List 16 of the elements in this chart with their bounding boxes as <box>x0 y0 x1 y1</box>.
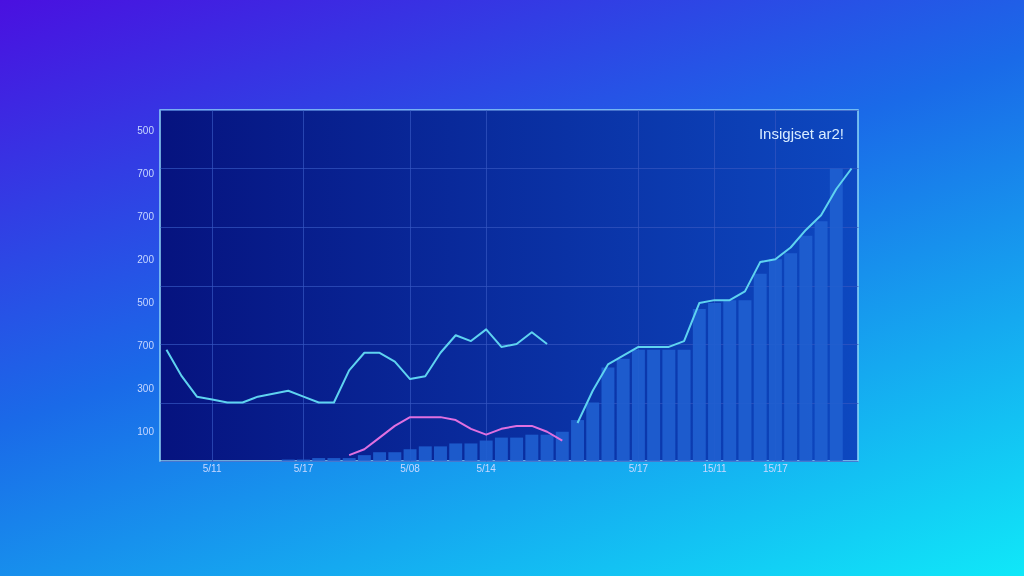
text: 700 <box>137 211 155 222</box>
text: 100 <box>137 426 155 437</box>
x-tick-label: 15/11 <box>702 462 728 474</box>
text: 200 <box>137 254 155 265</box>
text: 500 <box>137 125 155 136</box>
text: 300 <box>137 383 155 394</box>
x-tick-label: 5/14 <box>476 462 497 474</box>
text: 500 <box>137 297 155 308</box>
text: Insigjset ar2! <box>758 125 844 142</box>
x-tick-label: 5/11 <box>202 462 222 474</box>
x-tick-label: 5/17 <box>628 462 649 474</box>
x-tick-label: 5/17 <box>293 462 314 474</box>
x-tick-label: 5/08 <box>400 462 421 474</box>
text: 700 <box>137 168 155 179</box>
text: 700 <box>137 340 155 351</box>
x-tick-label: 15/17 <box>762 462 789 474</box>
